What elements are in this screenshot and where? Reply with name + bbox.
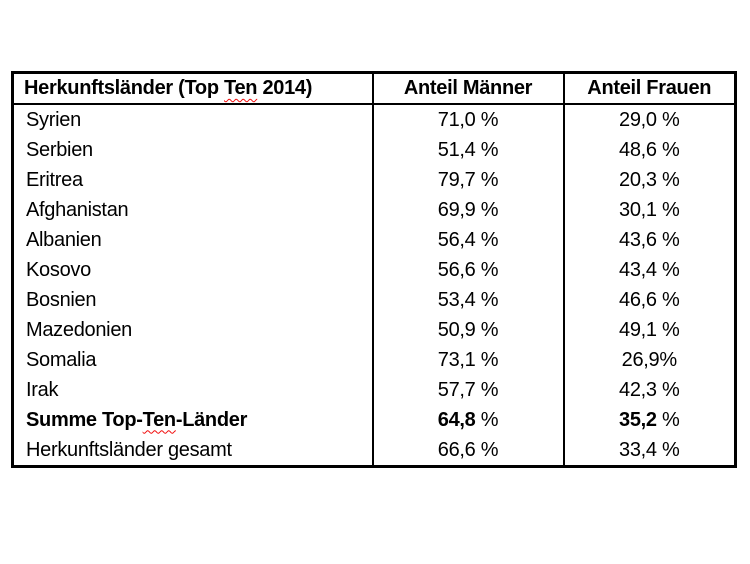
country-cell: Serbien — [26, 138, 93, 161]
women-share-cell: 49,1 % — [562, 315, 736, 345]
table-row: Afghanistan 69,9 % 30,1 % — [13, 195, 736, 225]
country-cell: Albanien — [26, 228, 102, 251]
women-share-cell: 35,2 % — [562, 405, 736, 435]
table-row: Somalia 73,1 % 26,9% — [13, 345, 736, 375]
women-share-cell: 48,6 % — [562, 135, 736, 165]
table-row: Mazedonien 50,9 % 49,1 % — [13, 315, 736, 345]
column-header-men: Anteil Männer — [371, 72, 564, 105]
men-share-cell: 56,6 % — [371, 255, 564, 285]
women-share-cell: 26,9% — [562, 345, 736, 375]
table-row: Irak 57,7 % 42,3 % — [13, 375, 736, 405]
women-share-cell: 33,4 % — [562, 435, 736, 467]
men-share-cell: 57,7 % — [371, 375, 564, 405]
women-share-cell: 29,0 % — [562, 104, 736, 135]
women-share-cell: 46,6 % — [562, 285, 736, 315]
country-cell: Irak — [26, 378, 59, 401]
table-row: Serbien 51,4 % 48,6 % — [13, 135, 736, 165]
men-share-cell: 71,0 % — [371, 104, 564, 135]
women-share-cell: 43,6 % — [562, 225, 736, 255]
country-cell: Somalia — [26, 348, 97, 371]
share-value: 64,8 — [437, 408, 476, 431]
women-share-cell: 20,3 % — [562, 165, 736, 195]
table-row: Summe Top-Ten-Länder 64,8 % 35,2 % — [13, 405, 736, 435]
percent-sign: % — [475, 408, 499, 431]
country-cell: Afghanistan — [26, 198, 129, 221]
column-header-women: Anteil Frauen — [562, 72, 736, 105]
country-cell: Kosovo — [26, 258, 91, 281]
table-row: Herkunftsländer gesamt 66,6 % 33,4 % — [13, 435, 736, 467]
percent-sign: % — [656, 408, 680, 431]
men-share-cell: 79,7 % — [371, 165, 564, 195]
men-share-cell: 69,9 % — [371, 195, 564, 225]
men-share-cell: 66,6 % — [371, 435, 564, 467]
table-row: Albanien 56,4 % 43,6 % — [13, 225, 736, 255]
women-share-cell: 30,1 % — [562, 195, 736, 225]
country-cell: Herkunftsländer gesamt — [26, 438, 232, 461]
country-cell: Syrien — [26, 108, 81, 131]
header-countries-text: Herkunftsländer (Top — [24, 77, 225, 99]
men-share-cell: 53,4 % — [371, 285, 564, 315]
women-share-cell: 43,4 % — [562, 255, 736, 285]
column-header-countries: Herkunftsländer (Top Ten 2014) — [12, 72, 373, 105]
men-share-cell: 64,8 % — [371, 405, 564, 435]
men-share-cell: 51,4 % — [371, 135, 564, 165]
top-ten-origin-countries-table: Herkunftsländer (Top Ten 2014) Anteil Mä… — [11, 71, 737, 468]
table-row: Bosnien 53,4 % 46,6 % — [13, 285, 736, 315]
country-cell: Bosnien — [26, 288, 97, 311]
men-share-cell: 73,1 % — [371, 345, 564, 375]
spellcheck-underline: Ten — [224, 77, 258, 99]
header-countries-text: 2014) — [257, 77, 313, 99]
table-row: Eritrea 79,7 % 20,3 % — [13, 165, 736, 195]
table-body: Syrien 71,0 % 29,0 % Serbien 51,4 % 48,6 % Eri… — [13, 104, 736, 467]
women-share-cell: 42,3 % — [562, 375, 736, 405]
table-row: Syrien 71,0 % 29,0 % — [13, 104, 736, 135]
spellcheck-underline: Ten — [142, 408, 176, 431]
country-cell: Summe Top-Ten-Länder — [26, 408, 248, 431]
share-value: 35,2 — [619, 408, 657, 431]
table-row: Kosovo 56,6 % 43,4 % — [13, 255, 736, 285]
men-share-cell: 50,9 % — [371, 315, 564, 345]
country-cell: Mazedonien — [26, 318, 132, 341]
country-cell: Eritrea — [26, 168, 83, 191]
men-share-cell: 56,4 % — [371, 225, 564, 255]
header-row: Herkunftsländer (Top Ten 2014) Anteil Mä… — [12, 72, 736, 105]
